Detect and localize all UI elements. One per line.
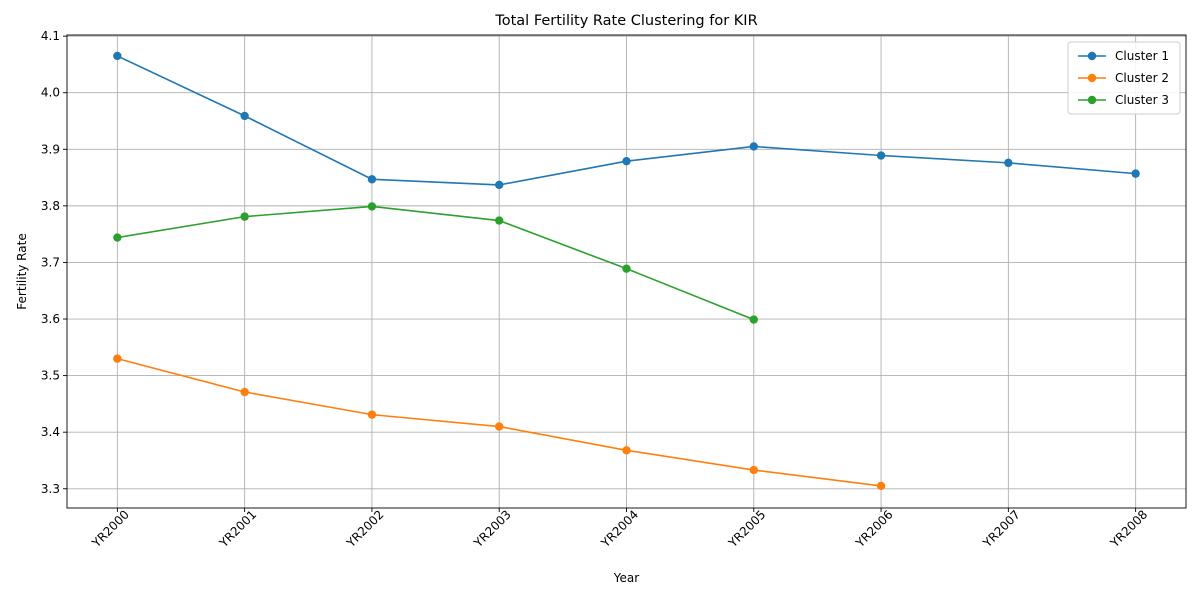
data-point [495, 216, 504, 225]
data-point [367, 202, 377, 211]
series-line [117, 205, 755, 321]
y-tick-label: 3.5 [41, 369, 60, 383]
legend-item: Cluster 1 [1078, 49, 1169, 63]
y-tick-label: 3.9 [41, 142, 60, 156]
grid [67, 35, 1186, 508]
data-point [240, 111, 249, 121]
legend-item: Cluster 3 [1078, 93, 1169, 107]
data-point [240, 387, 249, 397]
legend-marker [1087, 51, 1097, 61]
y-tick-label: 4.1 [41, 29, 60, 43]
series-layer [113, 51, 1140, 491]
data-point [622, 156, 631, 166]
data-point [367, 410, 377, 419]
legend-marker [1087, 73, 1097, 83]
x-axis-title: Year [613, 571, 639, 585]
legend-label: Cluster 3 [1115, 93, 1169, 107]
data-point [495, 422, 504, 431]
y-tick-label: 3.6 [41, 312, 60, 326]
y-tick-label: 3.7 [41, 255, 60, 269]
y-tick-label: 3.4 [41, 425, 60, 439]
y-tick-label: 4.0 [41, 86, 60, 100]
data-point [367, 175, 377, 184]
data-point [749, 315, 758, 324]
legend-box [1067, 41, 1181, 115]
legend-label: Cluster 2 [1115, 71, 1169, 85]
data-point [876, 151, 886, 160]
data-point [749, 142, 758, 151]
series-1 [113, 51, 1140, 190]
data-point [113, 354, 122, 363]
y-tick-label: 3.8 [41, 199, 60, 213]
data-point [622, 446, 631, 455]
data-point [622, 264, 631, 273]
series-3 [113, 202, 758, 324]
chart-title: Total Fertility Rate Clustering for KIR [494, 13, 757, 29]
y-tick-label: 3.3 [41, 482, 60, 496]
data-point [1004, 158, 1013, 168]
legend-label: Cluster 1 [1115, 49, 1169, 63]
data-point [113, 233, 122, 242]
data-point [495, 180, 504, 190]
legend: Cluster 1 Cluster 2 Cluster 3 [1067, 41, 1181, 115]
data-point [876, 481, 886, 491]
legend-item: Cluster 2 [1078, 71, 1169, 85]
data-point [1131, 169, 1140, 178]
data-point [749, 465, 758, 475]
data-point [240, 212, 249, 221]
y-axis-title: Fertility Rate [15, 233, 29, 309]
data-point [113, 51, 122, 61]
legend-marker [1087, 95, 1097, 105]
series-2 [113, 354, 886, 491]
